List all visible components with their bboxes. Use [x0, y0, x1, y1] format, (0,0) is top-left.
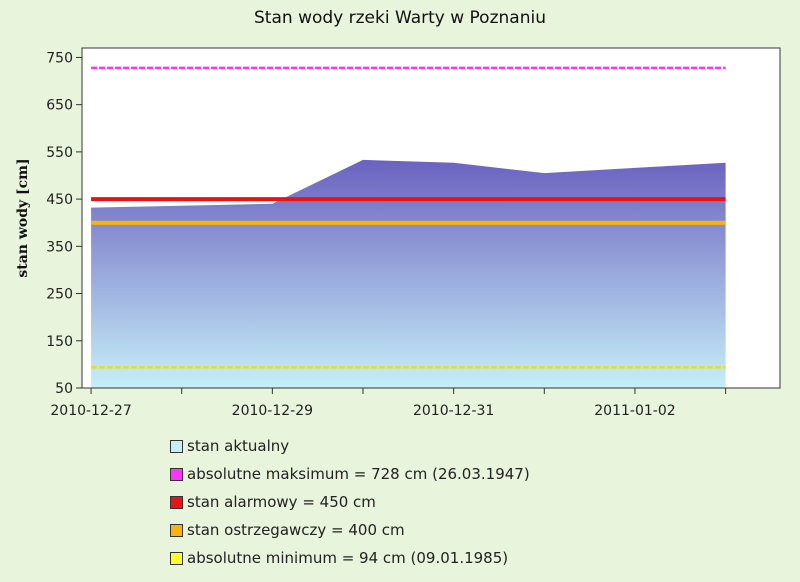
y-tick-label: 250: [46, 287, 73, 303]
chart-title: Stan wody rzeki Warty w Poznaniu: [254, 8, 546, 28]
area-stan-aktualny: [91, 159, 726, 388]
y-tick-label: 650: [46, 98, 73, 114]
legend-item-absolutne-maksimum: absolutne maksimum = 728 cm (26.03.1947): [170, 460, 530, 488]
legend-item-absolutne-minimum: absolutne minimum = 94 cm (09.01.1985): [170, 544, 530, 572]
y-tick-label: 350: [46, 239, 73, 255]
x-tick-label: 2010-12-31: [413, 403, 494, 419]
legend-label: absolutne minimum = 94 cm (09.01.1985): [187, 549, 509, 567]
legend-item-stan-aktualny: stan aktualny: [170, 432, 530, 460]
x-tick-label: 2010-12-29: [232, 403, 313, 419]
legend-label: stan aktualny: [187, 437, 290, 455]
legend-item-stan-alarmowy: stan alarmowy = 450 cm: [170, 488, 530, 516]
legend-label: stan ostrzegawczy = 400 cm: [187, 521, 405, 539]
legend-item-stan-ostrzegawczy: stan ostrzegawczy = 400 cm: [170, 516, 530, 544]
legend-swatch: [170, 467, 183, 481]
legend: stan aktualny absolutne maksimum = 728 cm…: [170, 432, 530, 572]
y-tick-label: 50: [55, 381, 73, 397]
y-tick-label: 150: [46, 334, 73, 350]
legend-label: stan alarmowy = 450 cm: [187, 493, 376, 511]
legend-swatch: [170, 495, 183, 509]
y-tick-label: 550: [46, 145, 73, 161]
y-tick-label: 750: [46, 50, 73, 66]
y-axis-label: stan wody [cm]: [15, 158, 31, 277]
legend-swatch: [170, 551, 183, 565]
legend-label: absolutne maksimum = 728 cm (26.03.1947): [187, 465, 530, 483]
legend-swatch: [170, 523, 183, 537]
x-tick-label: 2010-12-27: [50, 403, 131, 419]
x-tick-label: 2011-01-02: [594, 403, 675, 419]
plot-frame: [81, 47, 781, 389]
y-tick-label: 450: [46, 192, 73, 208]
legend-swatch: [170, 439, 183, 453]
